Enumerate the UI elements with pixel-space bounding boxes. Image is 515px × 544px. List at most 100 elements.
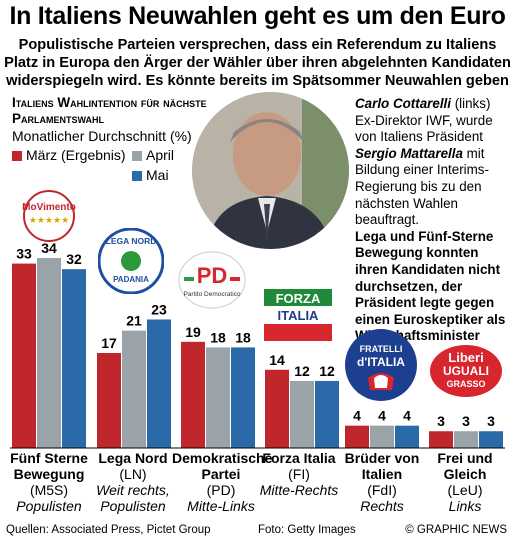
- category-orientation: Links: [448, 498, 482, 514]
- liberi-uguali-logo-icon: [430, 345, 502, 397]
- bar-1-2: [147, 319, 171, 448]
- bar-value-label-2-0: 19: [185, 324, 201, 340]
- lega-nord-logo-text2: PADANIA: [113, 275, 149, 284]
- fratelli-italia-logo-text1: FRATELLI: [359, 344, 403, 354]
- bar-value-label-4-1: 4: [378, 408, 386, 424]
- m5s-logo-stars: ★★★★★: [28, 215, 70, 225]
- category-orientation: Rechts: [360, 498, 404, 514]
- bar-4-1: [370, 425, 394, 448]
- legend-swatch-mai: [132, 171, 142, 181]
- legend-label-maerz: März (Ergebnis): [26, 147, 126, 163]
- pd-logo-sub: Partito Democratico: [183, 291, 241, 298]
- fratelli-italia-logo: FRATELLI d'ITALIA: [344, 328, 418, 402]
- bar-value-label-1-2: 23: [151, 301, 167, 317]
- bar-2-2: [231, 347, 255, 448]
- portrait-photo: [192, 92, 349, 249]
- liberi-uguali-logo-text2: UGUALI: [443, 364, 489, 378]
- bar-value-label-0-2: 32: [66, 251, 82, 267]
- m5s-logo-text: MoVimento: [22, 202, 76, 213]
- bar-4-0: [345, 425, 369, 448]
- forza-italia-logo: FORZA ITALIA: [264, 289, 332, 341]
- bar-value-label-1-1: 21: [126, 313, 142, 329]
- bar-2-0: [181, 341, 205, 448]
- bar-1-0: [97, 353, 121, 448]
- category-abbr: (FdI): [367, 482, 397, 498]
- bar-value-label-0-1: 34: [41, 240, 57, 256]
- footer-photo-credit: Foto: Getty Images: [258, 524, 356, 536]
- fratelli-italia-logo-text2: d'ITALIA: [357, 355, 405, 369]
- bar-value-label-4-2: 4: [403, 408, 411, 424]
- bar-value-label-3-1: 12: [294, 363, 310, 379]
- bar-0-1: [37, 258, 61, 448]
- pd-logo-text: PD: [196, 263, 228, 288]
- forza-italia-logo-text2: ITALIA: [277, 308, 319, 323]
- category-label-4: Brüder von Italien (FdI) Rechts: [338, 450, 426, 514]
- legend-label-mai: Mai: [146, 167, 169, 183]
- category-orientation: Populisten: [16, 498, 82, 514]
- bar-2-1: [206, 347, 230, 448]
- category-abbr: (LeU): [447, 482, 483, 498]
- category-name: Forza Italia: [262, 450, 336, 466]
- category-abbr: (M5S): [29, 482, 69, 498]
- sidebar-text-1: (links) Ex-Direktor IWF, wurde von Itali…: [355, 96, 493, 145]
- bar-value-label-3-2: 12: [319, 363, 335, 379]
- portrait-icon: [192, 92, 349, 249]
- bar-3-2: [315, 380, 339, 448]
- headline: In Italiens Neuwahlen geht es um den Eur…: [9, 2, 506, 30]
- category-label-5: Frei und Gleich (LeU) Links: [422, 450, 508, 514]
- lega-nord-logo-icon: [97, 227, 165, 295]
- chart-subtitle: Monatlicher Durchschnitt (%): [12, 128, 192, 144]
- bar-value-label-5-1: 3: [462, 413, 470, 429]
- category-abbr: (PD): [206, 482, 236, 498]
- category-label-2: Demokratische Partei (PD) Mitte-Links: [172, 450, 273, 514]
- liberi-uguali-logo-text1: Liberi: [448, 350, 484, 365]
- m5s-logo: MoVimento ★★★★★: [14, 190, 84, 242]
- intro-text: Populistische Parteien versprechen, dass…: [4, 37, 511, 89]
- fratelli-italia-logo-icon: [345, 329, 417, 401]
- footer-graphic-news: © GRAPHIC NEWS: [405, 524, 507, 536]
- sidebar-para1: Carlo Cottarelli (links) Ex-Direktor IWF…: [355, 96, 510, 229]
- lega-nord-logo: LEGA NORD PADANIA: [97, 227, 165, 295]
- chart-title: Italiens Wahlintention für nächste Parla…: [12, 95, 207, 126]
- category-name: Demokratische Partei: [172, 450, 273, 482]
- bar-0-0: [12, 263, 36, 448]
- category-name: Fünf Sterne Bewegung: [10, 450, 88, 482]
- pd-logo: PD Partito Democratico: [178, 251, 246, 309]
- forza-italia-logo-text1: FORZA: [275, 291, 321, 306]
- category-label-3: Forza Italia (FI) Mitte-Rechts: [258, 450, 340, 498]
- bar-value-label-1-0: 17: [101, 335, 117, 351]
- bar-value-label-2-1: 18: [210, 329, 226, 345]
- bar-0-2: [62, 269, 86, 448]
- legend-swatch-maerz: [12, 151, 22, 161]
- pd-logo-icon: [178, 251, 246, 309]
- bar-4-2: [395, 425, 419, 448]
- forza-italia-logo-icon: [264, 289, 332, 341]
- lega-nord-logo-text1: LEGA NORD: [105, 236, 157, 246]
- legend: März (Ergebnis) April Mai: [12, 147, 192, 185]
- category-orientation: Mitte-Links: [187, 498, 255, 514]
- bar-1-1: [122, 330, 146, 448]
- footer: Quellen: Associated Press, Pictet Group …: [0, 520, 515, 544]
- legend-label-april: April: [146, 147, 175, 163]
- bar-value-label-5-2: 3: [487, 413, 495, 429]
- bar-3-0: [265, 369, 289, 448]
- bar-5-0: [429, 431, 453, 448]
- category-abbr: (FI): [288, 466, 310, 482]
- bar-5-1: [454, 431, 478, 448]
- category-orientation: Mitte-Rechts: [259, 482, 339, 498]
- sidebar-text-2: mit Bildung einer Interims-Regierung bis…: [355, 145, 489, 228]
- liberi-uguali-logo-text3: GRASSO: [446, 379, 486, 389]
- m5s-logo-icon: [23, 190, 75, 242]
- bar-value-label-3-0: 14: [269, 352, 285, 368]
- footer-sources: Quellen: Associated Press, Pictet Group: [6, 524, 211, 536]
- bar-value-label-2-2: 18: [235, 329, 251, 345]
- category-orientation: Weit rechts, Populisten: [96, 482, 170, 514]
- sidebar-name-cottarelli: Carlo Cottarelli: [355, 96, 451, 111]
- bar-value-label-5-0: 3: [437, 413, 445, 429]
- category-name: Frei und Gleich: [437, 450, 493, 482]
- legend-swatch-april: [132, 151, 142, 161]
- liberi-uguali-logo: Liberi UGUALI GRASSO: [429, 344, 503, 398]
- bar-value-label-0-0: 33: [16, 246, 32, 262]
- bar-5-2: [479, 431, 503, 448]
- sidebar-text: Carlo Cottarelli (links) Ex-Direktor IWF…: [355, 96, 510, 362]
